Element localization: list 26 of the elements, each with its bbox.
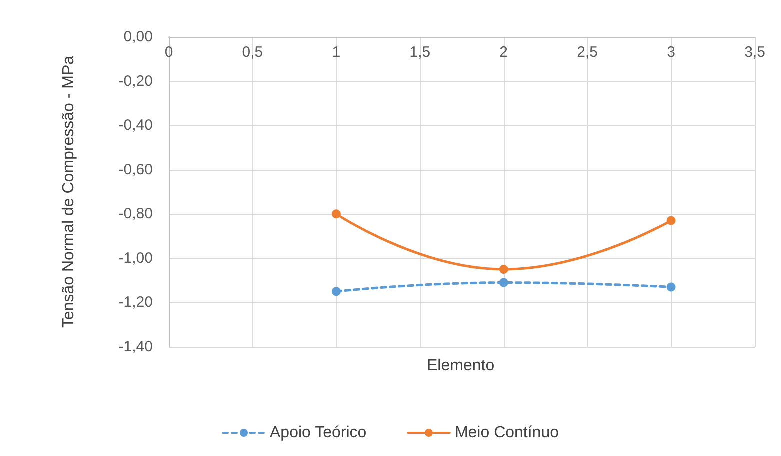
point: [332, 210, 341, 219]
x-tick-label: 3: [667, 44, 676, 61]
point: [666, 282, 676, 292]
y-tick-label: -1,40: [118, 338, 153, 356]
y-tick-label: -0,40: [118, 117, 153, 134]
legend-label: Apoio Teórico: [270, 424, 367, 442]
y-tick-label: -0,80: [118, 206, 153, 223]
y-tick-label: -0,20: [118, 72, 153, 90]
x-tick-label: 0: [164, 44, 174, 61]
point: [499, 265, 508, 274]
x-tick-label: 2: [500, 44, 508, 61]
x-tick-label: 3,5: [744, 44, 766, 61]
y-tick-label: -1,00: [118, 250, 153, 267]
point: [666, 216, 676, 226]
point: [332, 287, 341, 296]
y-tick-label: 0,00: [124, 28, 153, 46]
legend-label: Meio Contínuo: [454, 424, 560, 442]
y-axis-title: Tensão Normal de Compressão - MPa: [60, 56, 78, 328]
y-tick-label: -0,60: [118, 161, 153, 178]
x-tick-label: 1: [332, 44, 341, 61]
x-tick-label: 2,5: [577, 44, 598, 61]
x-tick-label: 1,5: [410, 44, 431, 61]
point: [499, 278, 508, 288]
y-tick-label: -1,20: [118, 294, 153, 312]
x-tick-label: 0,5: [242, 44, 264, 61]
x-axis-title: Elemento: [427, 358, 495, 374]
